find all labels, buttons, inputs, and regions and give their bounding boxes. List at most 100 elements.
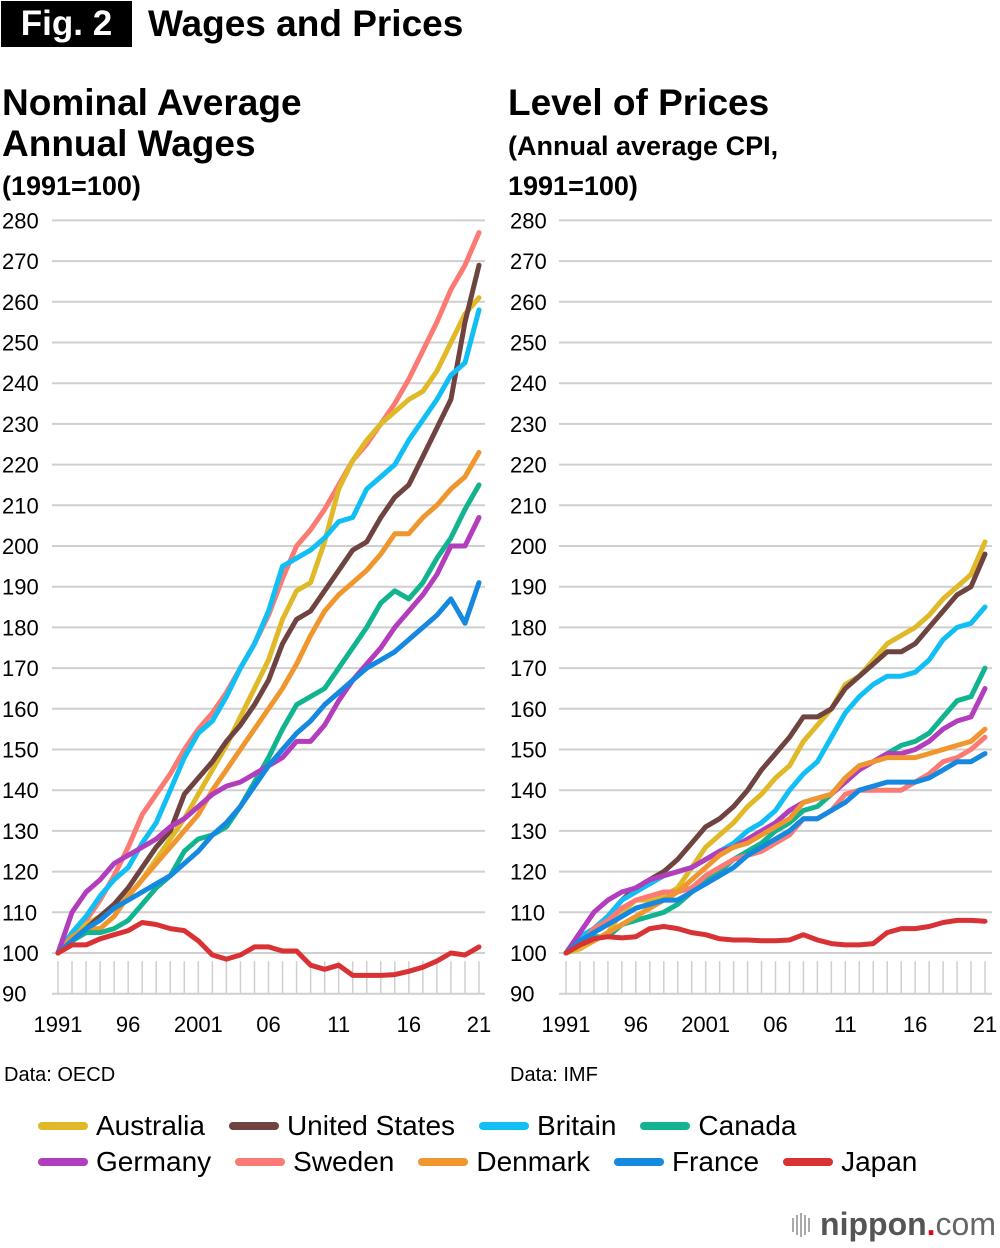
right-y-tick-label: 280 bbox=[510, 208, 547, 233]
legend-item-germany: Germany bbox=[38, 1146, 211, 1178]
right-x-tick-label: 2001 bbox=[681, 1012, 730, 1037]
legend-label: Canada bbox=[698, 1110, 797, 1141]
right-x-tick-label: 1991 bbox=[542, 1012, 591, 1037]
right-y-tick-label: 140 bbox=[510, 778, 547, 803]
left-y-tick-label: 130 bbox=[2, 819, 39, 844]
legend: Australia United States Britain Canada Germa… bbox=[38, 1108, 998, 1180]
legend-item-canada: Canada bbox=[640, 1110, 797, 1142]
legend-label: France bbox=[671, 1146, 760, 1177]
right-y-tick-label: 100 bbox=[510, 941, 547, 966]
legend-item-australia: Australia bbox=[38, 1110, 205, 1142]
right-x-tick-label: 06 bbox=[763, 1012, 787, 1037]
legend-label: United States bbox=[286, 1110, 456, 1141]
legend-swatch bbox=[38, 1122, 88, 1130]
legend-item-united-states: United States bbox=[228, 1110, 456, 1142]
left-y-tick-label: 220 bbox=[2, 453, 39, 478]
right-y-tick-label: 110 bbox=[510, 900, 545, 925]
right-y-tick-label: 120 bbox=[510, 860, 547, 885]
right-series-denmark bbox=[563, 726, 988, 956]
left-chart-subtitle: (1991=100) bbox=[2, 171, 141, 201]
right-y-tick-label: 170 bbox=[510, 656, 547, 681]
left-x-tick-label: 06 bbox=[256, 1012, 280, 1037]
legend-label: Australia bbox=[96, 1110, 205, 1141]
right-y-tick-label: 220 bbox=[510, 453, 547, 478]
right-chart-subtitle-line: (Annual average CPI, bbox=[508, 131, 779, 161]
left-y-tick-label: 180 bbox=[2, 615, 39, 640]
legend-label: Germany bbox=[96, 1146, 212, 1177]
left-x-tick-label: 16 bbox=[397, 1012, 421, 1037]
nippon-logo: nippon. com bbox=[792, 1206, 996, 1243]
legend-label: Sweden bbox=[293, 1146, 395, 1177]
left-chart-source: Data: OECD bbox=[4, 1064, 116, 1086]
figure-label: Fig. 2 bbox=[1, 1, 132, 47]
right-y-tick-label: 130 bbox=[510, 819, 547, 844]
right-y-tick-label: 260 bbox=[510, 290, 547, 315]
left-series-france bbox=[55, 580, 482, 956]
left-series-united-states bbox=[55, 262, 482, 956]
left-y-tick-label: 210 bbox=[2, 493, 39, 518]
logo-suffix: com bbox=[935, 1206, 996, 1242]
left-chart-title-line: Nominal Average bbox=[2, 82, 302, 123]
left-y-tick-label: 260 bbox=[2, 290, 39, 315]
right-y-tick-label: 230 bbox=[510, 412, 547, 437]
left-y-tick-label: 270 bbox=[2, 249, 39, 274]
right-y-tick-label: 250 bbox=[510, 331, 547, 356]
legend-label: Britain bbox=[537, 1110, 617, 1141]
right-y-tick-label: 190 bbox=[510, 575, 547, 600]
left-series-britain bbox=[55, 307, 482, 956]
right-y-tick-label: 210 bbox=[510, 493, 547, 518]
right-chart-source: Data: IMF bbox=[510, 1064, 598, 1086]
left-series-australia bbox=[55, 295, 482, 956]
left-y-tick-label: 170 bbox=[2, 656, 39, 681]
left-y-tick-label: 280 bbox=[2, 208, 39, 233]
left-x-tick-label: 1991 bbox=[34, 1012, 83, 1037]
figure-title: Wages and Prices bbox=[148, 3, 464, 44]
left-chart-title-line: Annual Wages bbox=[2, 123, 256, 164]
legend-item-denmark: Denmark bbox=[418, 1146, 590, 1178]
right-series-canada bbox=[563, 665, 988, 956]
left-y-tick-label: 100 bbox=[2, 941, 39, 966]
left-y-tick-label: 200 bbox=[2, 534, 39, 559]
left-y-tick-label: 240 bbox=[2, 371, 39, 396]
logo-text: nippon bbox=[820, 1206, 927, 1242]
left-y-tick-label: 160 bbox=[2, 697, 39, 722]
charts-canvas: 90 100 110 120 130 140 150 160 170 180 190 200 210 22… bbox=[2, 208, 997, 1037]
right-y-tick-label: 240 bbox=[510, 371, 547, 396]
legend-swatch bbox=[613, 1158, 664, 1166]
left-y-tick-label: 150 bbox=[2, 738, 39, 763]
legend-item-sweden: Sweden bbox=[235, 1146, 394, 1178]
logo-dot: . bbox=[926, 1206, 936, 1242]
right-chart-title: Level of Prices bbox=[508, 82, 770, 123]
left-y-tick-label: 190 bbox=[2, 575, 39, 600]
right-x-tick-label: 96 bbox=[624, 1012, 648, 1037]
legend-label: Japan bbox=[841, 1146, 918, 1177]
right-y-tick-label: 160 bbox=[510, 697, 547, 722]
left-chart-title: Nominal Average Annual Wages bbox=[2, 82, 302, 164]
right-y-tick-label: 180 bbox=[510, 615, 547, 640]
legend-swatch bbox=[235, 1158, 286, 1166]
left-x-tick-label: 96 bbox=[116, 1012, 140, 1037]
left-x-tick-label: 21 bbox=[467, 1012, 491, 1037]
left-y-tick-label: 120 bbox=[2, 860, 39, 885]
legend-swatch bbox=[479, 1122, 530, 1130]
right-series-france bbox=[563, 751, 988, 956]
legend-swatch bbox=[38, 1158, 88, 1166]
right-x-tick-label: 21 bbox=[973, 1012, 997, 1037]
right-y-tick-label: 200 bbox=[510, 534, 547, 559]
left-series-canada bbox=[55, 482, 482, 956]
legend-item-france: France bbox=[613, 1146, 760, 1178]
right-series-britain bbox=[563, 604, 988, 956]
left-x-tick-label: 11 bbox=[327, 1012, 350, 1037]
right-y-tick-label: 90 bbox=[510, 982, 534, 1007]
right-y-tick-label: 150 bbox=[510, 738, 547, 763]
right-chart-subtitle-line: 1991=100) bbox=[508, 171, 638, 201]
legend-row: Germany Sweden Denmark France Japan bbox=[38, 1144, 998, 1180]
legend-swatch bbox=[228, 1122, 279, 1130]
right-x-tick-label: 11 bbox=[834, 1012, 857, 1037]
legend-row: Australia United States Britain Canada bbox=[38, 1108, 998, 1144]
left-y-tick-label: 230 bbox=[2, 412, 39, 437]
legend-swatch bbox=[640, 1122, 691, 1130]
left-y-tick-label: 90 bbox=[2, 982, 26, 1007]
right-y-tick-label: 270 bbox=[510, 249, 547, 274]
legend-item-britain: Britain bbox=[479, 1110, 616, 1142]
